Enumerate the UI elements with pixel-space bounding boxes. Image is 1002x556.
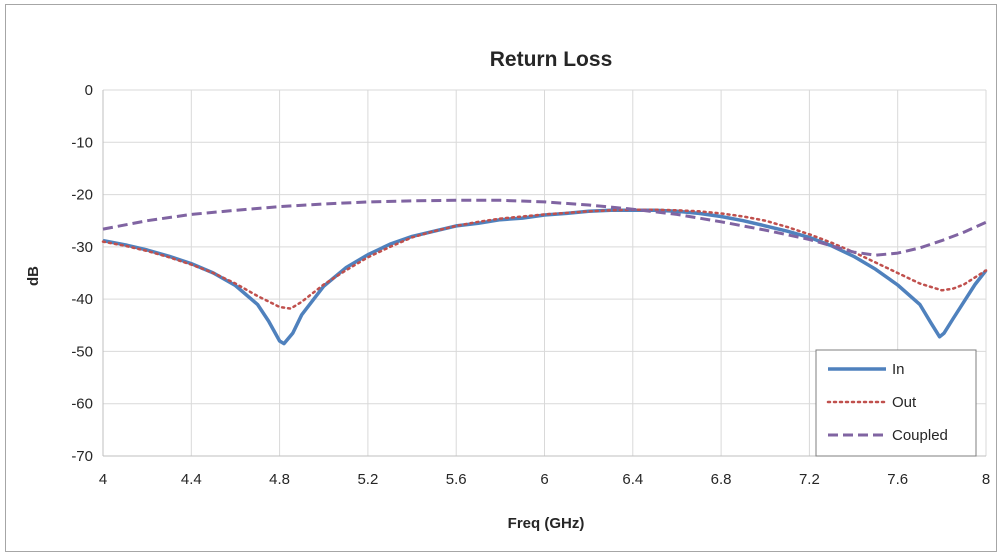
x-axis-title: Freq (GHz) xyxy=(508,515,585,532)
x-tick-label: 4.4 xyxy=(181,471,202,488)
y-tick-label: -40 xyxy=(71,291,93,308)
series-line-coupled xyxy=(102,198,987,257)
x-tick-label: 6.4 xyxy=(622,471,643,488)
legend-label: In xyxy=(892,361,905,378)
x-tick-label: 4 xyxy=(99,471,107,488)
y-tick-label: -50 xyxy=(71,343,93,360)
legend: In Out Coupled xyxy=(815,349,977,457)
legend-label: Out xyxy=(892,394,917,411)
y-tick-labels: 0 -10 -20 -30 -40 -50 -60 -70 xyxy=(71,82,93,465)
y-tick-label: -70 xyxy=(71,448,93,465)
x-tick-label: 6 xyxy=(540,471,548,488)
x-tick-label: 5.6 xyxy=(446,471,467,488)
x-tick-label: 5.2 xyxy=(357,471,378,488)
series-lines xyxy=(101,198,988,346)
y-tick-label: -60 xyxy=(71,396,93,413)
y-tick-label: 0 xyxy=(85,82,93,99)
x-tick-label: 8 xyxy=(982,471,990,488)
x-tick-labels: 4 4.4 4.8 5.2 5.6 6 6.4 6.8 7.2 7.6 8 xyxy=(99,471,990,488)
chart-frame xyxy=(5,4,997,552)
y-axis-title: dB xyxy=(25,266,42,286)
y-tick-label: -30 xyxy=(71,239,93,256)
x-tick-label: 7.2 xyxy=(799,471,820,488)
x-tick-label: 6.8 xyxy=(711,471,732,488)
y-tick-label: -20 xyxy=(71,187,93,204)
legend-label: Coupled xyxy=(892,427,948,444)
x-tick-label: 4.8 xyxy=(269,471,290,488)
x-tick-label: 7.6 xyxy=(887,471,908,488)
chart-title: Return Loss xyxy=(490,48,613,71)
y-tick-label: -10 xyxy=(71,134,93,151)
